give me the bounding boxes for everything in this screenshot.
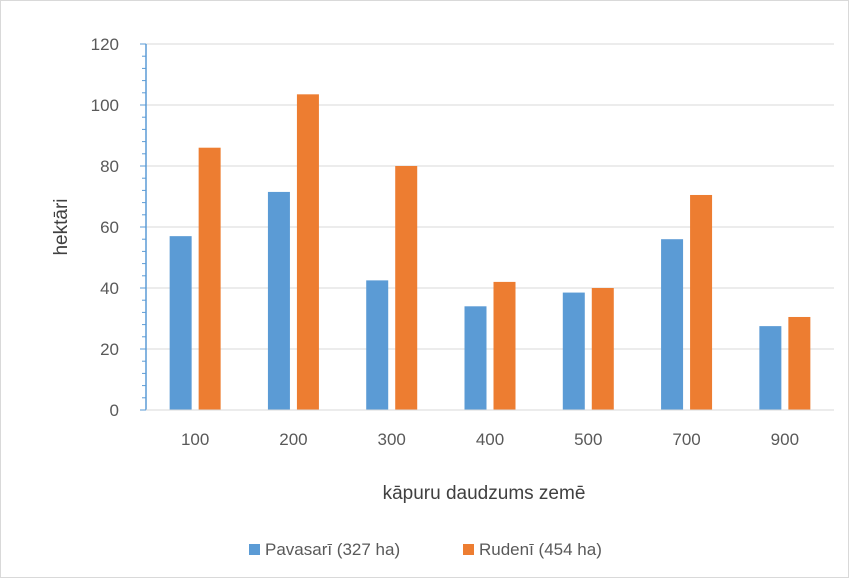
gridlines [146, 43, 834, 350]
x-tick-label: 200 [279, 430, 307, 449]
y-axis-title: hektāri [51, 198, 72, 255]
bar [198, 147, 221, 410]
y-tick-label: 100 [91, 96, 119, 115]
x-tick-label: 100 [181, 430, 209, 449]
bar [690, 194, 713, 410]
y-tick-label: 120 [91, 35, 119, 54]
bar [267, 191, 290, 410]
legend-label: Rudenī (454 ha) [479, 540, 602, 559]
legend-label: Pavasarī (327 ha) [265, 540, 400, 559]
legend-swatch [463, 544, 474, 555]
y-tick-label: 20 [100, 340, 119, 359]
x-axis-title: kāpuru daudzums zemē [383, 483, 586, 504]
x-tick-label: 700 [672, 430, 700, 449]
bars [169, 94, 811, 410]
bar [759, 326, 782, 410]
x-tick-label: 500 [574, 430, 602, 449]
y-tick-label: 80 [100, 157, 119, 176]
y-tick-label: 60 [100, 218, 119, 237]
bar [296, 94, 319, 410]
bar [562, 292, 585, 410]
bar [591, 288, 614, 410]
bar [493, 281, 516, 410]
x-tick-label: 900 [771, 430, 799, 449]
bar [366, 280, 389, 410]
tick-labels: 0 20 40 60 80 100 120 100 200 300 400 500 700 900 [91, 35, 799, 449]
legend: Pavasarī (327 ha) Rudenī (454 ha) [249, 540, 602, 559]
bar [169, 236, 192, 410]
bar [661, 239, 684, 410]
bar [788, 316, 811, 410]
legend-swatch [249, 544, 260, 555]
x-tick-label: 300 [378, 430, 406, 449]
x-tick-label: 400 [476, 430, 504, 449]
bar [395, 166, 418, 410]
y-tick-label: 40 [100, 279, 119, 298]
bar [464, 306, 487, 410]
y-tick-label: 0 [110, 401, 119, 420]
axes [140, 43, 834, 411]
